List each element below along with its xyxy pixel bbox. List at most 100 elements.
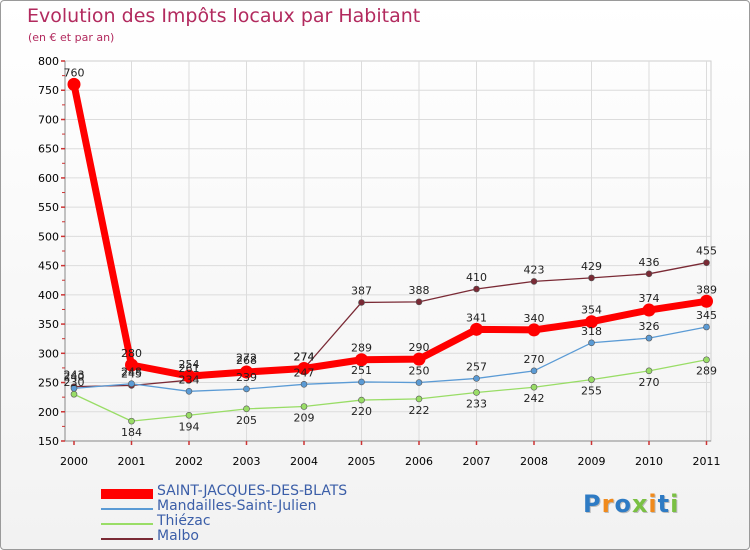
x-tick-label: 2002 [175, 455, 203, 468]
legend-swatch-mandailles [101, 507, 153, 510]
y-tick-label: 150 [38, 435, 59, 448]
data-point-mandailles-saint-julien [243, 385, 250, 393]
data-label: 255 [581, 385, 602, 398]
x-tick-label: 2004 [290, 455, 318, 468]
x-tick-label: 2003 [233, 455, 261, 468]
legend-swatch-malbo [101, 537, 153, 540]
logo-letter: o [614, 490, 632, 518]
data-point-saint-jacques-des-blats [700, 294, 713, 308]
data-label: 289 [351, 342, 372, 355]
legend-swatch-thiezac [101, 522, 153, 525]
data-label: 388 [409, 284, 430, 297]
data-point-malbo [703, 259, 710, 266]
legend-label: Mandailles-Saint-Julien [157, 498, 317, 514]
legend-swatch-saint-jacques [101, 488, 153, 499]
data-label: 251 [351, 364, 372, 377]
y-tick-label: 200 [38, 406, 59, 419]
data-point-saint-jacques-des-blats [355, 353, 368, 367]
data-point-mandailles-saint-julien [300, 380, 308, 388]
legend-label: SAINT-JACQUES-DES-BLATS [157, 483, 348, 499]
data-point-thi-zac [588, 376, 595, 383]
data-point-mandailles-saint-julien [185, 388, 193, 395]
data-labels: 243 245 261 272 274 387 388 410 423 429 436 455 230 1… [64, 66, 718, 439]
data-point-saint-jacques-des-blats [182, 369, 196, 383]
x-tick-label: 2010 [635, 455, 663, 468]
data-label: 423 [524, 263, 545, 276]
data-point-saint-jacques-des-blats [67, 77, 81, 91]
data-point-saint-jacques-des-blats [470, 322, 483, 336]
data-label: 239 [236, 371, 257, 384]
y-tick-label: 600 [38, 172, 59, 185]
y-tick-label: 800 [38, 55, 59, 68]
series-line-saint-jacques-des-blats [70, 80, 710, 380]
data-label: 354 [581, 304, 602, 317]
data-label: 270 [639, 376, 660, 389]
data-point-thi-zac [645, 367, 653, 375]
logo-letter: i [648, 490, 658, 518]
x-tick-label: 2000 [60, 455, 88, 468]
data-label: 429 [581, 260, 602, 273]
data-point-thi-zac [358, 396, 365, 404]
data-point-mandailles-saint-julien [588, 339, 595, 347]
y-tick-label: 700 [38, 113, 59, 126]
data-label: 222 [409, 404, 430, 417]
data-point-saint-jacques-des-blats [412, 352, 426, 366]
data-label: 290 [409, 341, 430, 354]
data-label: 233 [466, 397, 487, 410]
logo-letter: i [670, 490, 680, 518]
data-point-saint-jacques-des-blats [585, 315, 598, 329]
data-label: 318 [581, 325, 602, 338]
data-label: 234 [179, 373, 200, 386]
x-tick-label: 2009 [578, 455, 606, 468]
data-label: 184 [121, 426, 142, 439]
proxiti-logo: Proxiti [583, 490, 679, 518]
data-point-saint-jacques-des-blats [642, 303, 656, 317]
data-label: 257 [466, 360, 487, 373]
data-label: 209 [294, 412, 315, 425]
data-point-thi-zac [300, 403, 308, 410]
data-label: 326 [639, 320, 660, 333]
data-point-mandailles-saint-julien [703, 323, 710, 331]
data-label: 250 [409, 365, 430, 378]
plot-area [64, 60, 712, 442]
data-label: 340 [524, 312, 545, 325]
y-tick-label: 300 [38, 347, 59, 360]
data-point-mandailles-saint-julien [530, 367, 538, 375]
chart-subtitle: (en € et par an) [28, 31, 115, 44]
y-tick-label: 350 [38, 318, 59, 331]
data-point-thi-zac [185, 411, 193, 419]
logo-letter: r [601, 490, 615, 518]
logo-letter: t [657, 490, 671, 518]
data-point-thi-zac [703, 356, 710, 364]
data-point-saint-jacques-des-blats [297, 362, 311, 376]
data-label: 242 [524, 392, 545, 405]
data-label: 274 [294, 351, 315, 364]
data-point-malbo [415, 298, 423, 306]
data-point-thi-zac [128, 417, 135, 425]
data-point-thi-zac [530, 383, 538, 391]
logo-letter: x [631, 490, 649, 518]
data-label: 248 [121, 366, 142, 379]
x-tick-label: 2001 [118, 455, 146, 468]
data-label: 240 [64, 370, 85, 383]
data-label: 194 [179, 420, 200, 433]
y-tick-label: 750 [38, 84, 59, 97]
legend-label: Malbo [157, 528, 199, 544]
legend-label: Thiézac [157, 513, 211, 529]
data-point-mandailles-saint-julien [473, 375, 480, 382]
data-label: 374 [639, 292, 660, 305]
data-point-mandailles-saint-julien [645, 334, 653, 342]
data-label: 247 [294, 366, 315, 379]
data-label: 254 [179, 358, 200, 371]
data-point-malbo [645, 270, 653, 278]
data-label: 389 [696, 283, 717, 296]
data-label: 205 [236, 414, 257, 427]
data-label: 272 [236, 352, 257, 365]
y-tick-label: 450 [38, 260, 59, 273]
x-tick-label: 2008 [520, 455, 548, 468]
data-point-malbo [358, 299, 365, 306]
data-label: 345 [696, 309, 717, 322]
axes: 150 200 250 300 350 400 450 500 550 600 650 700 750 8… [38, 55, 721, 468]
